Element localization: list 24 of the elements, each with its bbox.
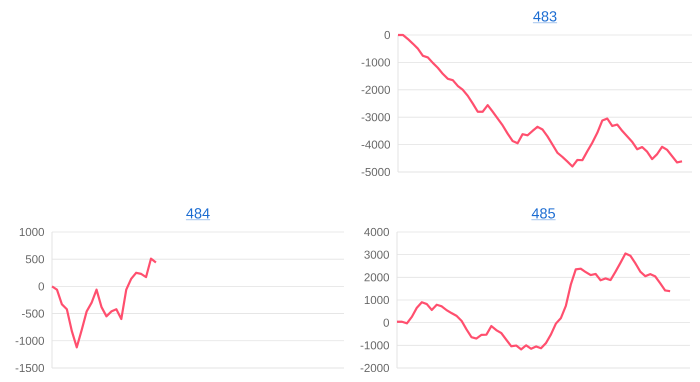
y-tick-label: -1000: [362, 58, 390, 66]
y-tick-label: -2000: [362, 86, 390, 94]
y-tick-label: 0: [384, 318, 390, 327]
y-tick-label: 1000: [364, 296, 390, 304]
y-tick-label: 3000: [364, 250, 390, 259]
y-tick-label: 0: [384, 30, 390, 40]
y-tick-label: -5000: [362, 168, 390, 176]
y-tick-label: -3000: [362, 113, 390, 122]
y-tick-label: -2000: [360, 364, 390, 372]
y-tick-label: 500: [26, 255, 44, 264]
y-tick-label: 4000: [364, 228, 390, 236]
y-tick-label: -1500: [16, 364, 44, 372]
y-tick-label: 0: [38, 282, 44, 290]
chart-title: 485: [532, 208, 555, 218]
chart-title: 484: [186, 208, 210, 218]
y-tick-label: -4000: [362, 140, 390, 149]
y-tick-label: -1000: [360, 341, 390, 350]
line-series: [396, 252, 672, 350]
y-tick-label: 1000: [20, 228, 44, 236]
chart-title: 483: [533, 11, 556, 22]
y-tick-label: -500: [22, 310, 44, 318]
y-tick-label: 2000: [364, 273, 390, 282]
line-series: [50, 258, 158, 348]
y-tick-label: -1000: [16, 336, 44, 345]
